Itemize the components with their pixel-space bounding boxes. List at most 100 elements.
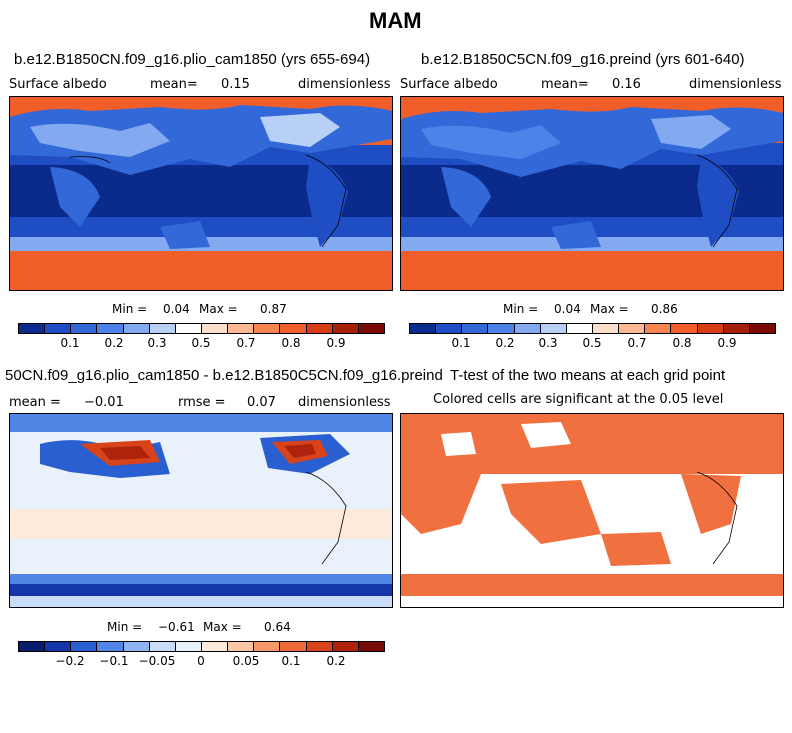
panel-3-mean-label: mean = bbox=[9, 395, 61, 410]
colorbar-tick: 0.1 bbox=[281, 654, 301, 668]
panel-3-max-label: Max = bbox=[203, 620, 242, 634]
panel-4-title: T-test of the two means at each grid poi… bbox=[450, 367, 726, 384]
panel-2-units: dimensionless bbox=[689, 77, 782, 92]
panel-1-min-label: Min = bbox=[112, 302, 148, 316]
colorbar-tick: 0.3 bbox=[538, 336, 558, 350]
colorbar-swatch bbox=[410, 324, 437, 333]
colorbar-tick: −0.05 bbox=[138, 654, 176, 668]
colorbar-tick: 0.7 bbox=[627, 336, 647, 350]
panel-3-min-value: −0.61 bbox=[158, 620, 195, 634]
panel-1-max-label: Max = bbox=[199, 302, 238, 316]
colorbar-swatch bbox=[332, 324, 359, 333]
panel-3-difference-map bbox=[9, 413, 393, 608]
panel-2-mean-value: 0.16 bbox=[612, 77, 641, 92]
colorbar-swatch bbox=[254, 324, 281, 333]
colorbar-tick: −0.2 bbox=[55, 654, 85, 668]
colorbar-swatch bbox=[436, 324, 463, 333]
panel-2-albedo-map bbox=[400, 96, 784, 291]
colorbar-swatch bbox=[332, 642, 359, 651]
colorbar-tick: 0.5 bbox=[191, 336, 211, 350]
panel-1-mean-value: 0.15 bbox=[221, 77, 250, 92]
colorbar-tick: 0.2 bbox=[495, 336, 515, 350]
panel-2-max-label: Max = bbox=[590, 302, 629, 316]
colorbar-swatch bbox=[514, 324, 541, 333]
colorbar-tick: 0.2 bbox=[326, 654, 346, 668]
colorbar-swatch bbox=[149, 324, 176, 333]
colorbar-tick: 0.8 bbox=[672, 336, 692, 350]
colorbar-swatch bbox=[540, 324, 567, 333]
colorbar-tick: 0.5 bbox=[582, 336, 602, 350]
colorbar-swatch bbox=[619, 324, 646, 333]
colorbar-swatch bbox=[123, 324, 150, 333]
panel-3-colorbar bbox=[18, 641, 385, 652]
panel-1-max-value: 0.87 bbox=[260, 302, 287, 316]
panel-3-rmse-label: rmse = bbox=[178, 395, 226, 410]
panel-3-rmse-value: 0.07 bbox=[247, 395, 276, 410]
panel-3-min-label: Min = bbox=[107, 620, 143, 634]
colorbar-tick: 0 bbox=[197, 654, 205, 668]
colorbar-swatch bbox=[723, 324, 750, 333]
colorbar-swatch bbox=[71, 324, 98, 333]
panel-1-albedo-map bbox=[9, 96, 393, 291]
panel-4-ttest-map bbox=[400, 413, 784, 608]
panel-1-variable: Surface albedo bbox=[9, 77, 107, 92]
colorbar-swatch bbox=[358, 324, 384, 333]
panel-2-title: b.e12.B1850C5CN.f09_g16.preind (yrs 601-… bbox=[421, 51, 745, 68]
colorbar-swatch bbox=[306, 324, 333, 333]
colorbar-swatch bbox=[280, 324, 307, 333]
colorbar-swatch bbox=[45, 324, 72, 333]
colorbar-swatch bbox=[462, 324, 489, 333]
colorbar-tick: 0.2 bbox=[104, 336, 124, 350]
panel-3-units: dimensionless bbox=[298, 395, 391, 410]
colorbar-swatch bbox=[97, 324, 124, 333]
panel-3-title: 50CN.f09_g16.plio_cam1850 - b.e12.B1850C… bbox=[5, 367, 443, 384]
colorbar-swatch bbox=[488, 324, 515, 333]
colorbar-swatch bbox=[175, 642, 202, 651]
colorbar-swatch bbox=[749, 324, 775, 333]
colorbar-tick: 0.7 bbox=[236, 336, 256, 350]
colorbar-swatch bbox=[45, 642, 72, 651]
panel-4-subtitle: Colored cells are significant at the 0.0… bbox=[433, 392, 724, 407]
panel-2-min-value: 0.04 bbox=[554, 302, 581, 316]
colorbar-tick: −0.1 bbox=[99, 654, 129, 668]
colorbar-tick: 0.3 bbox=[147, 336, 167, 350]
panel-2-min-label: Min = bbox=[503, 302, 539, 316]
colorbar-swatch bbox=[671, 324, 698, 333]
colorbar-swatch bbox=[280, 642, 307, 651]
panel-2-colorbar bbox=[409, 323, 776, 334]
colorbar-swatch bbox=[97, 642, 124, 651]
colorbar-swatch bbox=[592, 324, 620, 333]
panel-1-units: dimensionless bbox=[298, 77, 391, 92]
colorbar-tick: 0.9 bbox=[326, 336, 346, 350]
panel-1-mean-label: mean= bbox=[150, 77, 198, 92]
panel-1-colorbar bbox=[18, 323, 385, 334]
colorbar-swatch bbox=[645, 324, 672, 333]
colorbar-swatch bbox=[201, 324, 229, 333]
panel-2-max-value: 0.86 bbox=[651, 302, 678, 316]
colorbar-swatch bbox=[228, 324, 255, 333]
colorbar-swatch bbox=[228, 642, 255, 651]
colorbar-swatch bbox=[254, 642, 281, 651]
colorbar-swatch bbox=[19, 642, 46, 651]
colorbar-swatch bbox=[358, 642, 384, 651]
colorbar-swatch bbox=[123, 642, 150, 651]
colorbar-tick: 0.1 bbox=[60, 336, 80, 350]
colorbar-swatch bbox=[306, 642, 333, 651]
panel-3-max-value: 0.64 bbox=[264, 620, 291, 634]
colorbar-tick: 0.1 bbox=[451, 336, 471, 350]
colorbar-tick: 0.05 bbox=[232, 654, 260, 668]
colorbar-tick: 0.8 bbox=[281, 336, 301, 350]
panel-1-title: b.e12.B1850CN.f09_g16.plio_cam1850 (yrs … bbox=[14, 51, 371, 68]
colorbar-swatch bbox=[697, 324, 724, 333]
colorbar-swatch bbox=[19, 324, 46, 333]
panel-2-variable: Surface albedo bbox=[400, 77, 498, 92]
panel-2-mean-label: mean= bbox=[541, 77, 589, 92]
panel-1-min-value: 0.04 bbox=[163, 302, 190, 316]
colorbar-swatch bbox=[201, 642, 229, 651]
figure-title: MAM bbox=[369, 8, 422, 33]
colorbar-swatch bbox=[566, 324, 593, 333]
colorbar-swatch bbox=[149, 642, 176, 651]
panel-3-mean-value: −0.01 bbox=[84, 395, 124, 410]
colorbar-swatch bbox=[71, 642, 98, 651]
colorbar-tick: 0.9 bbox=[717, 336, 737, 350]
